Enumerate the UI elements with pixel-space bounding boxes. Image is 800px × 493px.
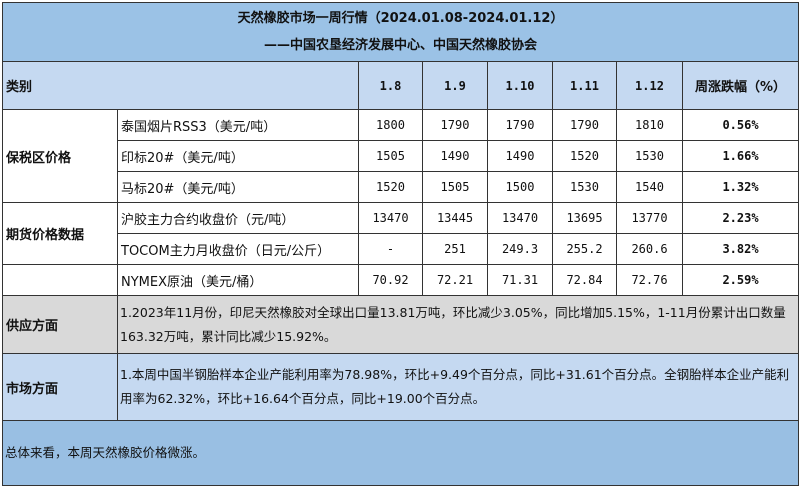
group-label: 期货价格数据	[2, 202, 118, 265]
table-row: 马标20#（美元/吨） 1520 1505 1500 1530 1540 1.32%	[3, 171, 800, 203]
supply-label: 供应方面	[2, 295, 118, 354]
row-change: 1.66%	[681, 140, 800, 172]
table-row: NYMEX原油（美元/桶） 70.92 72.21 71.31 72.84 72.76 2.…	[2, 264, 800, 296]
market-text: 1.本周中国半钢胎样本企业产能利用率为78.98%，环比+9.49个百分点，同比…	[116, 353, 800, 421]
supply-text: 1.2023年11月份，印尼天然橡胶对全球出口量13.81万吨，环比减少3.05…	[116, 295, 800, 354]
row-value: 13445	[422, 202, 488, 234]
row-value: 1520	[552, 140, 617, 172]
row-value: 13770	[616, 202, 683, 234]
row-value: 1540	[616, 171, 683, 203]
row-value: 251	[422, 233, 488, 265]
table-row: 印标20#（美元/吨） 1505 1490 1490 1520 1530 1.66%	[3, 140, 800, 172]
row-change: 1.32%	[681, 171, 800, 203]
row-value: 1490	[487, 140, 553, 172]
row-change: 2.59%	[681, 264, 800, 296]
row-name: 马标20#（美元/吨）	[117, 171, 359, 203]
row-value: 1790	[422, 109, 488, 141]
row-change: 0.56%	[681, 109, 800, 141]
header-date: 1.8	[358, 61, 423, 110]
row-value: 1530	[552, 171, 617, 203]
row-value: 13470	[487, 202, 553, 234]
row-value: 1505	[358, 140, 423, 172]
row-value: 13695	[552, 202, 617, 234]
row-value: 249.3	[487, 233, 553, 265]
row-name: TOCOM主力月收盘价（日元/公斤）	[117, 233, 359, 265]
empty-cell	[2, 264, 118, 296]
row-value: 72.76	[616, 264, 683, 296]
row-value: 72.21	[422, 264, 488, 296]
row-value: -	[358, 233, 423, 265]
summary-row: 总体来看，本周天然橡胶价格微涨。	[1, 420, 800, 486]
summary-text: 总体来看，本周天然橡胶价格微涨。	[1, 420, 800, 486]
row-value: 70.92	[358, 264, 423, 296]
row-value: 1530	[616, 140, 683, 172]
header-date: 1.9	[422, 61, 488, 110]
row-value: 255.2	[552, 233, 617, 265]
row-value: 72.84	[552, 264, 617, 296]
header-category: 类别	[2, 61, 359, 110]
row-value: 71.31	[487, 264, 553, 296]
group-label: 保税区价格	[2, 109, 118, 203]
row-name: 印标20#（美元/吨）	[117, 140, 359, 172]
row-name: 泰国烟片RSS3（美元/吨）	[117, 109, 359, 141]
market-row: 市场方面 1.本周中国半钢胎样本企业产能利用率为78.98%，环比+9.49个百分…	[2, 353, 800, 421]
market-label: 市场方面	[2, 353, 118, 421]
header-change: 周涨跌幅（%）	[681, 61, 800, 110]
row-value: 1790	[552, 109, 617, 141]
row-value: 1800	[358, 109, 423, 141]
row-value: 1810	[616, 109, 683, 141]
row-value: 260.6	[616, 233, 683, 265]
table-row: 期货价格数据 沪胶主力合约收盘价（元/吨） 13470 13445 13470 13695…	[2, 202, 800, 265]
row-value: 1520	[358, 171, 423, 203]
row-value: 1505	[422, 171, 488, 203]
row-value: 1500	[487, 171, 553, 203]
title-line1: 天然橡胶市场一周行情（2024.01.08-2024.01.12）	[237, 11, 564, 26]
row-change: 2.23%	[681, 202, 800, 234]
supply-row: 供应方面 1.2023年11月份，印尼天然橡胶对全球出口量13.81万吨，环比减少…	[2, 295, 800, 354]
title-line2: ——中国农垦经济发展中心、中国天然橡胶协会	[264, 38, 538, 53]
table-row: TOCOM主力月收盘价（日元/公斤） -251 249.3 255.2 260.6 3.8…	[3, 233, 800, 265]
header-date: 1.11	[552, 61, 617, 110]
header-date: 1.12	[616, 61, 683, 110]
row-change: 3.82%	[681, 233, 800, 265]
header-row: 类别 1.8 1.9 1.10 1.11 1.12 周涨跌幅（%）	[2, 61, 800, 110]
header-date: 1.10	[487, 61, 553, 110]
row-name: NYMEX原油（美元/桶）	[117, 264, 359, 296]
row-value: 13470	[358, 202, 423, 234]
table-title: 天然橡胶市场一周行情（2024.01.08-2024.01.12） ——中国农垦经…	[1, 2, 800, 62]
table-row: 保税区价格 泰国烟片RSS3（美元/吨） 1800 1790 1790 1790 1810 0…	[2, 109, 800, 203]
row-value: 1790	[487, 109, 553, 141]
row-value: 1490	[422, 140, 488, 172]
row-name: 沪胶主力合约收盘价（元/吨）	[117, 202, 359, 234]
